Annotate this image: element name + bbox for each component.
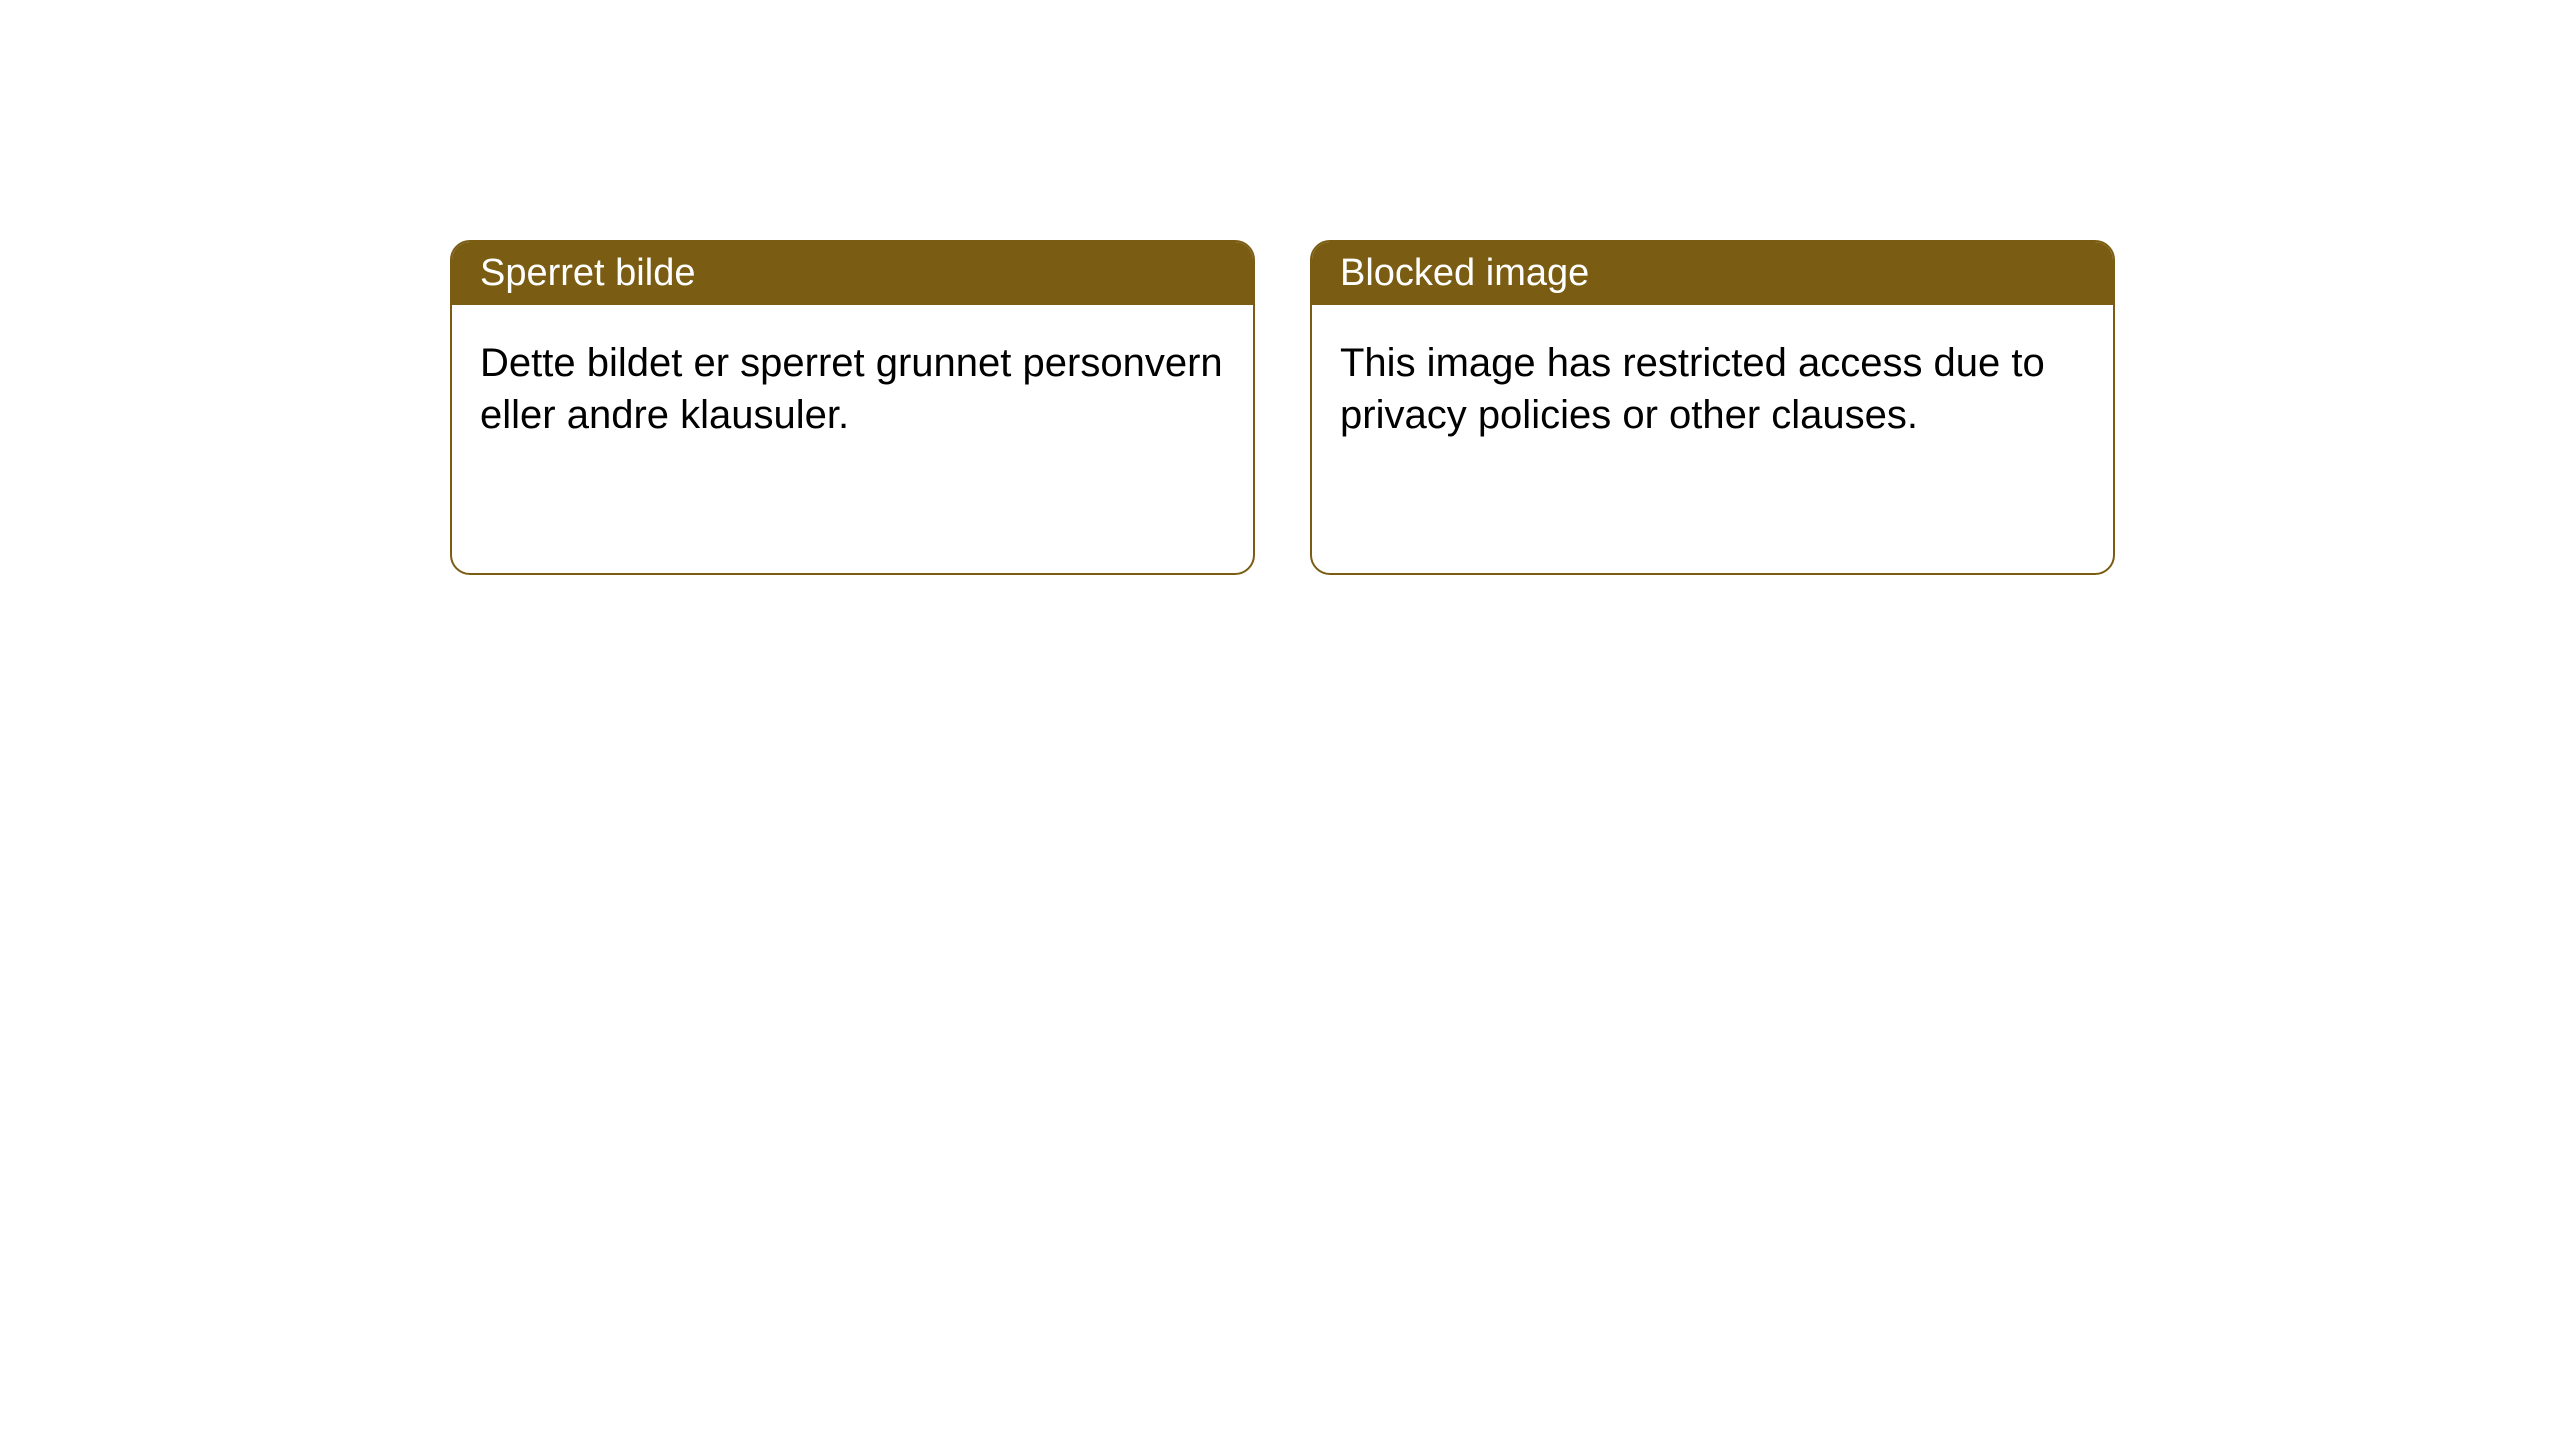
notice-body-text: Dette bildet er sperret grunnet personve… xyxy=(480,341,1223,437)
notice-container: Sperret bilde Dette bildet er sperret gr… xyxy=(450,240,2115,575)
notice-card-norwegian: Sperret bilde Dette bildet er sperret gr… xyxy=(450,240,1255,575)
notice-body: Dette bildet er sperret grunnet personve… xyxy=(452,305,1253,473)
notice-title: Sperret bilde xyxy=(480,252,695,294)
notice-header: Blocked image xyxy=(1312,242,2113,305)
notice-title: Blocked image xyxy=(1340,252,1589,294)
notice-body: This image has restricted access due to … xyxy=(1312,305,2113,473)
notice-header: Sperret bilde xyxy=(452,242,1253,305)
notice-body-text: This image has restricted access due to … xyxy=(1340,341,2045,437)
notice-card-english: Blocked image This image has restricted … xyxy=(1310,240,2115,575)
